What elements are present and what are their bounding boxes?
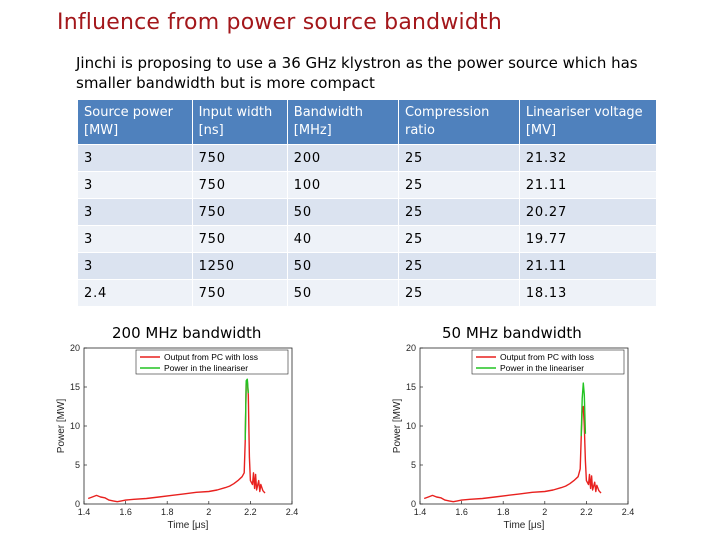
y-tick-label: 15 [406, 382, 416, 392]
table-header-row: Source power [MW] Input width [ns] Bandw… [77, 99, 658, 145]
column-header: Compression ratio [397, 99, 520, 145]
table-cell: 25 [397, 252, 520, 280]
table-row: 2.4 750 50 25 18.13 [77, 279, 658, 307]
table-cell: 750 [191, 198, 288, 226]
x-tick-label: 2.4 [286, 507, 299, 517]
x-tick-label: 2 [206, 507, 211, 517]
table-cell: 21.11 [518, 171, 658, 199]
table-cell: 3 [77, 252, 193, 280]
table-row: 3 750 40 25 19.77 [77, 225, 658, 253]
table-cell: 50 [286, 198, 399, 226]
column-header: Input width [ns] [191, 99, 288, 145]
table-cell: 20.27 [518, 198, 658, 226]
table-cell: 2.4 [77, 279, 193, 307]
table-cell: 21.11 [518, 252, 658, 280]
y-tick-label: 5 [411, 460, 416, 470]
table-cell: 1250 [191, 252, 288, 280]
table-cell: 25 [397, 171, 520, 199]
x-tick-label: 1.4 [78, 507, 91, 517]
table-cell: 750 [191, 171, 288, 199]
table-cell: 40 [286, 225, 399, 253]
y-tick-label: 20 [70, 343, 80, 353]
y-tick-label: 10 [406, 421, 416, 431]
column-header: Bandwidth [MHz] [286, 99, 399, 145]
series-line [244, 378, 249, 441]
table-cell: 3 [77, 171, 193, 199]
x-tick-label: 2 [542, 507, 547, 517]
table-cell: 25 [397, 225, 520, 253]
legend-box [471, 349, 625, 375]
table-row: 3 750 100 25 21.11 [77, 171, 658, 199]
column-header: Lineariser voltage [MV] [518, 99, 658, 145]
y-tick-label: 10 [70, 421, 80, 431]
slide-title: Influence from power source bandwidth [57, 10, 502, 35]
y-tick-label: 20 [406, 343, 416, 353]
table-cell: 3 [77, 225, 193, 253]
x-tick-label: 2.2 [244, 507, 257, 517]
table-cell: 21.32 [518, 144, 658, 172]
x-tick-label: 1.6 [119, 507, 132, 517]
table-cell: 3 [77, 144, 193, 172]
legend-entry: Power in the lineariser [164, 363, 248, 373]
table-row: 3 750 200 25 21.32 [77, 144, 658, 172]
series-line [423, 405, 602, 503]
table-cell: 50 [286, 279, 399, 307]
y-tick-label: 0 [411, 499, 416, 509]
table-cell: 100 [286, 171, 399, 199]
power-plot-50mhz: 1.4 1.6 1.8 2 2.2 2.4 0 5 10 15 20 Time [μs] Power [… [392, 343, 635, 531]
power-plot-200mhz: 1.4 1.6 1.8 2 2.2 2.4 0 5 10 15 20 Time [μs] Power [… [56, 343, 299, 531]
table-cell: 3 [77, 198, 193, 226]
table-cell: 200 [286, 144, 399, 172]
table-row: 3 750 50 25 20.27 [77, 198, 658, 226]
legend-entry: Power in the lineariser [500, 363, 584, 373]
series-line [87, 380, 266, 503]
x-tick-label: 1.6 [455, 507, 468, 517]
table-cell: 750 [191, 225, 288, 253]
series-line [580, 382, 587, 437]
table-cell: 25 [397, 279, 520, 307]
y-tick-label: 0 [75, 499, 80, 509]
table-cell: 19.77 [518, 225, 658, 253]
plot-caption-200mhz: 200 MHz bandwidth [112, 324, 262, 342]
table-cell: 750 [191, 279, 288, 307]
table-row: 3 1250 50 25 21.11 [77, 252, 658, 280]
table-cell: 18.13 [518, 279, 658, 307]
x-tick-label: 2.4 [622, 507, 635, 517]
parameter-table: Source power [MW] Input width [ns] Bandw… [77, 99, 658, 307]
table-cell: 25 [397, 144, 520, 172]
column-header: Source power [MW] [77, 99, 193, 145]
x-tick-label: 1.4 [414, 507, 427, 517]
legend-entry: Output from PC with loss [164, 352, 258, 362]
legend-entry: Output from PC with loss [500, 352, 594, 362]
table-cell: 25 [397, 198, 520, 226]
plot-caption-50mhz: 50 MHz bandwidth [442, 324, 582, 342]
y-axis-label: Power [MW] [392, 399, 403, 454]
table-cell: 750 [191, 144, 288, 172]
legend-box [135, 349, 289, 375]
slide-subtitle: Jinchi is proposing to use a 36 GHz klys… [76, 54, 638, 92]
x-tick-label: 1.8 [497, 507, 510, 517]
y-axis-label: Power [MW] [56, 399, 67, 454]
x-tick-label: 2.2 [580, 507, 593, 517]
y-tick-label: 5 [75, 460, 80, 470]
y-tick-label: 15 [70, 382, 80, 392]
x-axis-label: Time [μs] [504, 520, 545, 531]
table-cell: 50 [286, 252, 399, 280]
x-tick-label: 1.8 [161, 507, 174, 517]
x-axis-label: Time [μs] [168, 520, 209, 531]
